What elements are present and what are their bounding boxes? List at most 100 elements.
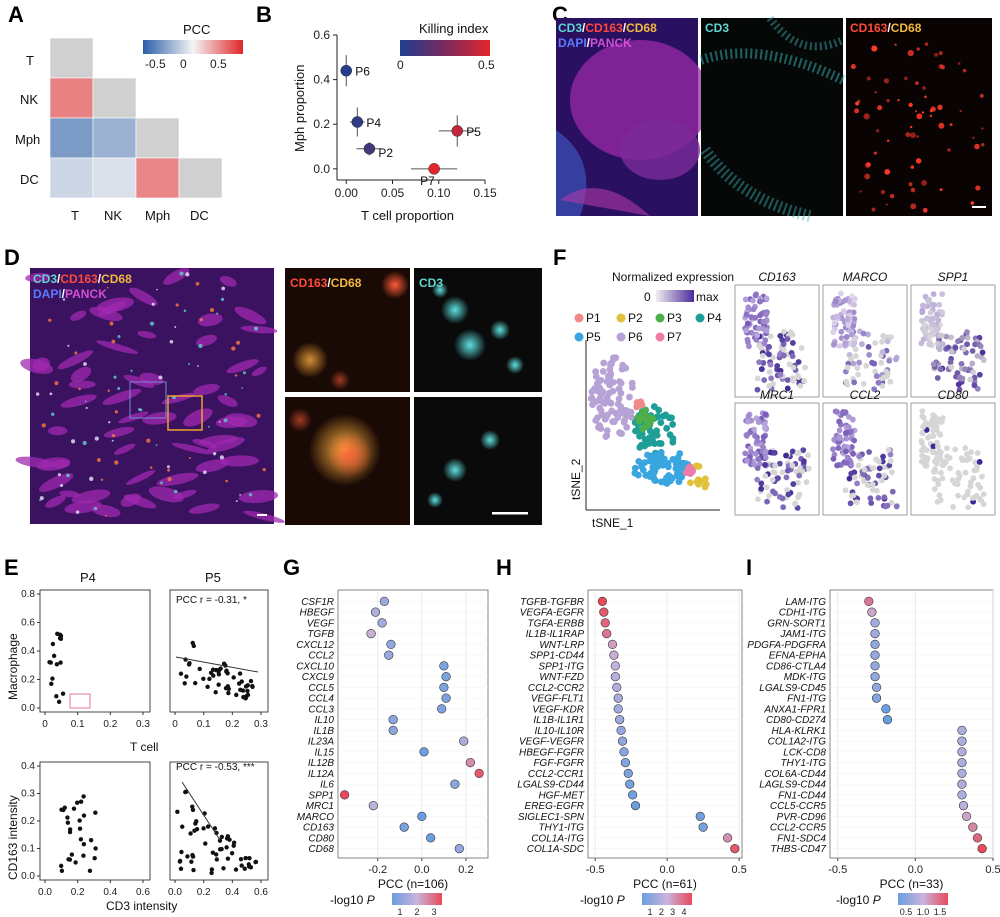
dotplot-row-label: CCL2-CCR5 xyxy=(770,823,827,834)
e-point xyxy=(190,854,196,859)
dotplot-point xyxy=(957,736,967,746)
dotplot-point xyxy=(386,639,396,649)
gene-cell xyxy=(930,291,937,298)
dotplot-row-label: CDH1-ITG xyxy=(779,608,826,619)
cell-spot xyxy=(57,473,61,477)
dotplot-point xyxy=(441,672,451,682)
dotplot-point xyxy=(474,768,484,778)
dotplot-point xyxy=(698,822,708,832)
e-point xyxy=(93,846,98,851)
e-point xyxy=(187,661,192,666)
e-point xyxy=(239,863,244,868)
tsne-cell xyxy=(667,477,674,485)
tsne-cell xyxy=(669,421,677,428)
e-point xyxy=(231,675,236,680)
dotplot-point xyxy=(615,715,625,725)
channel-label-part: CD163 xyxy=(850,21,888,35)
dotplot-row-label: IL1B-IL1R1 xyxy=(533,715,584,726)
gene-cell xyxy=(845,413,852,420)
gene-cell xyxy=(933,424,940,431)
cd163-spot xyxy=(880,190,885,195)
dotplot-row-label: SIGLEC1-SPN xyxy=(518,812,585,823)
dotplot-point xyxy=(625,779,635,789)
e-point xyxy=(229,851,235,856)
cell-spot xyxy=(83,362,87,366)
e-point xyxy=(238,856,244,862)
gene-cell xyxy=(766,351,772,358)
tsne-cell xyxy=(642,423,649,430)
gene-cell xyxy=(801,378,807,384)
gene-cell xyxy=(842,340,849,347)
gene-cell xyxy=(868,500,875,506)
gene-cell xyxy=(965,504,972,511)
gene-cell xyxy=(974,353,981,359)
gene-cell xyxy=(776,460,783,467)
dotplot-xtick-label: 0.2 xyxy=(458,864,473,876)
cell-spot xyxy=(221,286,226,291)
cell-spot xyxy=(225,479,228,483)
cell-spot xyxy=(138,407,141,411)
dotplot-row-label: MRC1 xyxy=(306,801,334,812)
dotplot-row-label: IL1B-IL1RAP xyxy=(526,629,585,640)
gene-cell xyxy=(923,421,929,428)
dotplot-row-label: PDGFA-PDGFRA xyxy=(747,640,826,651)
cell-spot xyxy=(114,460,119,465)
cell-spot xyxy=(108,421,111,424)
gene-cell xyxy=(789,353,796,360)
gene-cell xyxy=(861,466,868,473)
heatmap-col-label: Mph xyxy=(145,208,170,223)
gene-cell xyxy=(836,427,843,434)
e-ytick-label: 0.6 xyxy=(21,618,35,629)
e-xtick-label: 0.6 xyxy=(136,887,150,898)
tsne-cell xyxy=(626,393,633,401)
heatmap-row-label: DC xyxy=(20,172,39,187)
cluster-dot xyxy=(616,332,626,342)
gene-cell xyxy=(927,433,933,440)
gene-cell xyxy=(794,450,801,457)
gene-cell xyxy=(872,368,879,375)
dotplot-row-label: CD86-CTLA4 xyxy=(766,661,826,672)
tsne-cell xyxy=(677,459,685,467)
cell-spot xyxy=(235,500,238,502)
gene-cell xyxy=(936,301,943,308)
tsne-cell xyxy=(695,480,702,488)
gene-plot-title: CD80 xyxy=(938,388,969,402)
b-ytick-label: 0.4 xyxy=(313,73,330,87)
gene-cell xyxy=(751,461,758,468)
e-point xyxy=(203,841,208,846)
dotplot-row-label: FGF-FGFR xyxy=(533,758,584,769)
b-point-label: P7 xyxy=(420,174,435,188)
cell-spot xyxy=(160,481,163,485)
gene-cell xyxy=(930,443,937,450)
gene-cell xyxy=(796,491,803,498)
panck-region xyxy=(243,510,285,523)
channel-label-part: PANCK xyxy=(65,287,107,301)
gene-cell xyxy=(974,450,981,456)
dotplot-xlabel: PCC (n=61) xyxy=(633,877,697,891)
gene-cell xyxy=(757,460,763,467)
gene-cell xyxy=(976,459,983,465)
gene-cell xyxy=(935,325,941,332)
channel-label-part: CD68 xyxy=(331,276,362,290)
gene-cell xyxy=(936,430,942,437)
cell-spot xyxy=(236,340,241,345)
gene-cell xyxy=(928,422,935,429)
e-point xyxy=(247,855,252,861)
panck-region xyxy=(60,394,97,408)
gene-cell xyxy=(869,481,876,488)
gene-cell xyxy=(785,491,792,498)
e-point xyxy=(201,676,206,681)
cd163-spot xyxy=(924,42,929,46)
dotplot-row-label: IL12B xyxy=(308,758,334,769)
dotplot-colorbar-tick: 1 xyxy=(647,907,652,917)
e-bottom-xlabel: CD3 intensity xyxy=(106,899,177,913)
gene-cell xyxy=(932,468,938,475)
e-point xyxy=(242,866,247,871)
gene-cell xyxy=(853,499,860,506)
cd163-spot xyxy=(904,76,908,81)
dotplot-colorbar-tick: 1 xyxy=(397,907,402,917)
tsne-cell xyxy=(596,422,604,430)
e-point xyxy=(217,838,223,843)
panel-letter-d: D xyxy=(4,245,20,270)
